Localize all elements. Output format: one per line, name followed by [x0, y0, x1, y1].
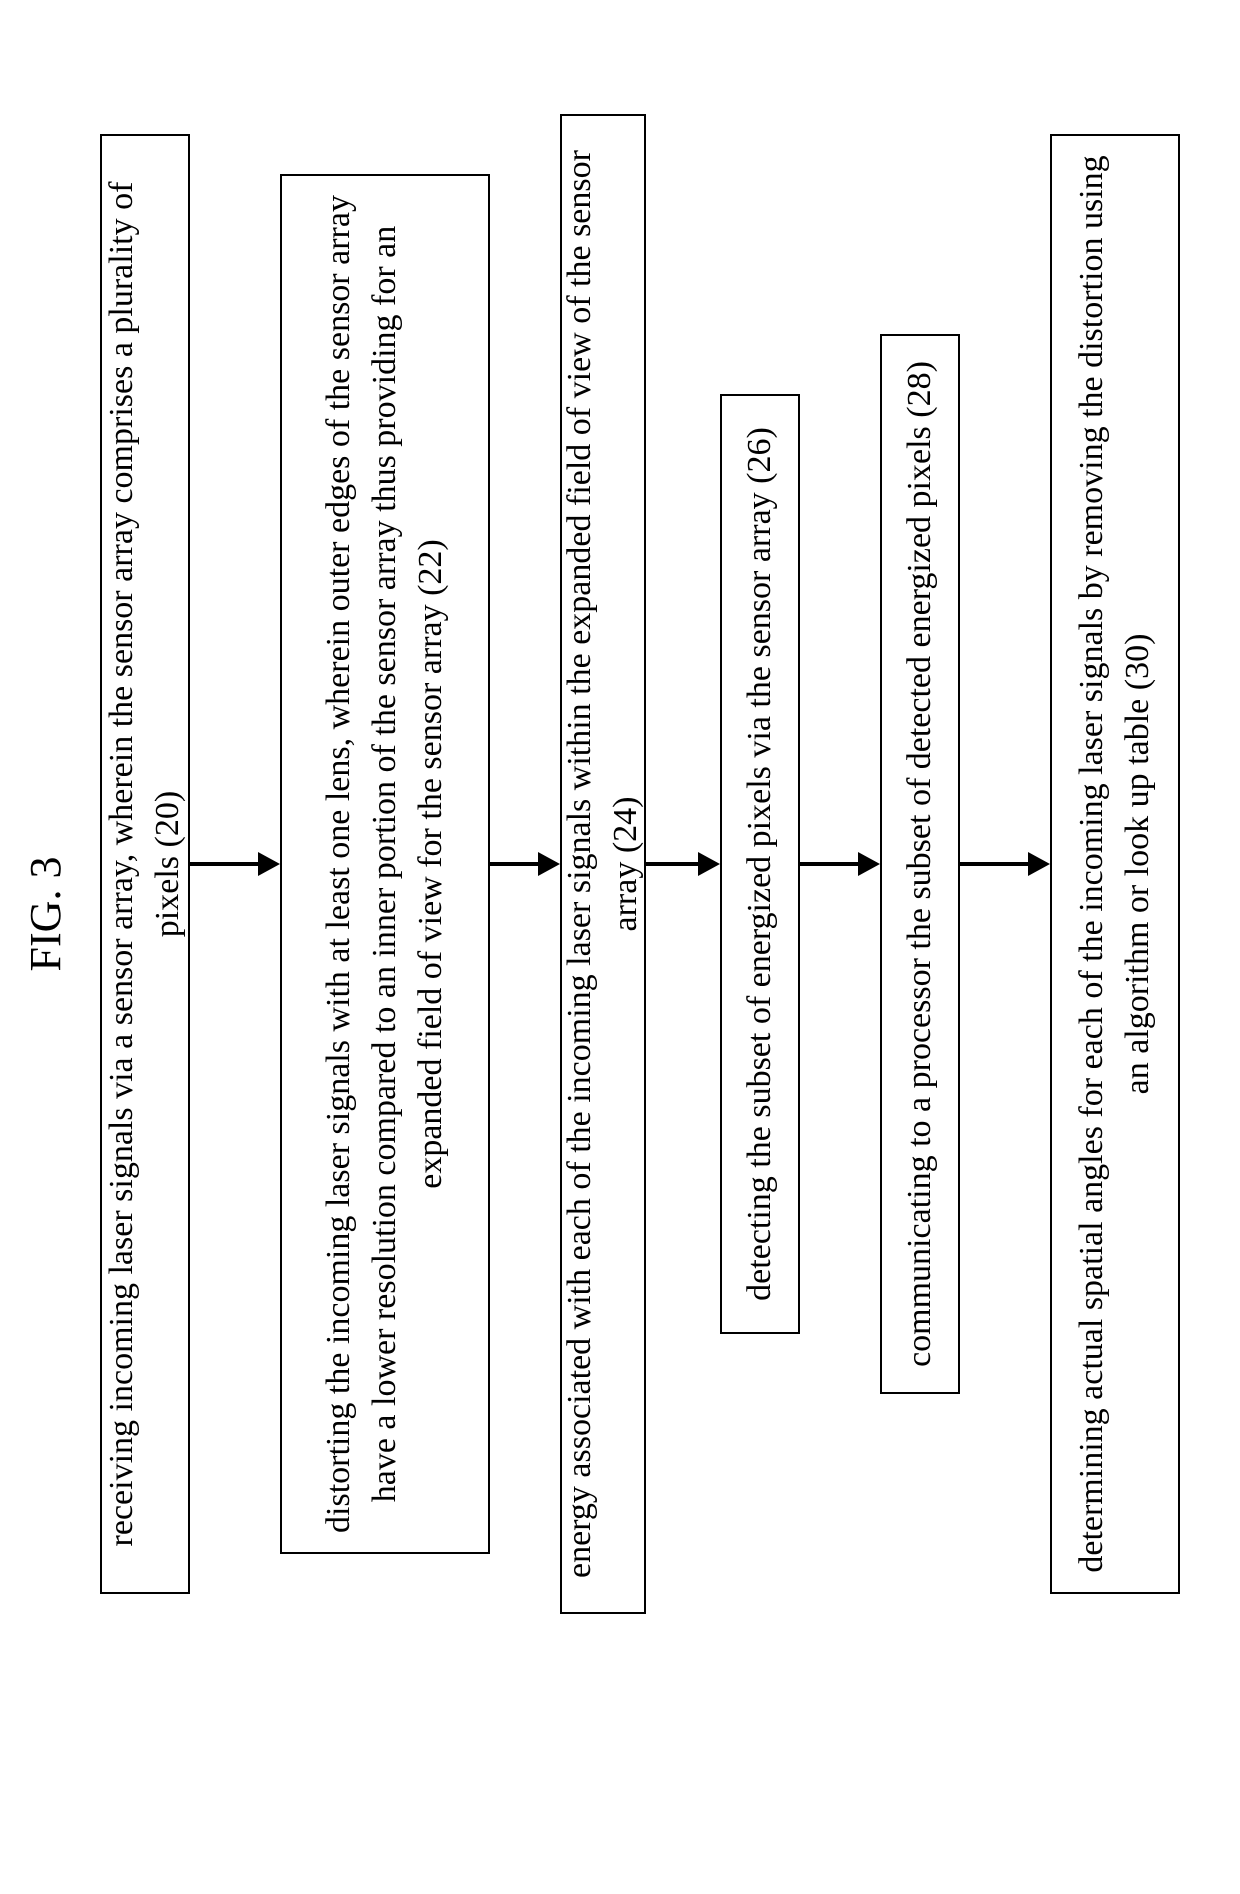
flow-node-22-text: distorting the incoming laser signals wi…: [308, 176, 462, 1552]
flow-node-30: determining actual spatial angles for ea…: [1050, 134, 1180, 1594]
flow-node-28-text: communicating to a processor the subset …: [889, 343, 951, 1385]
figure-label: FIG. 3: [20, 814, 71, 1014]
flow-node-26-text: detecting the subset of energized pixels…: [729, 409, 791, 1319]
flow-node-22: distorting the incoming laser signals wi…: [280, 174, 490, 1554]
flow-node-24: energy associated with each of the incom…: [560, 114, 646, 1614]
flow-node-28: communicating to a processor the subset …: [880, 334, 960, 1394]
flow-node-30-text: determining actual spatial angles for ea…: [1061, 136, 1169, 1592]
flow-node-24-text: energy associated with each of the incom…: [549, 116, 657, 1612]
flow-node-20-text: receiving incoming laser signals via a s…: [91, 136, 199, 1592]
flow-node-26: detecting the subset of energized pixels…: [720, 394, 800, 1334]
flowchart-canvas: FIG. 3 receiving incoming laser signals …: [0, 0, 1240, 1894]
flow-node-20: receiving incoming laser signals via a s…: [100, 134, 190, 1594]
